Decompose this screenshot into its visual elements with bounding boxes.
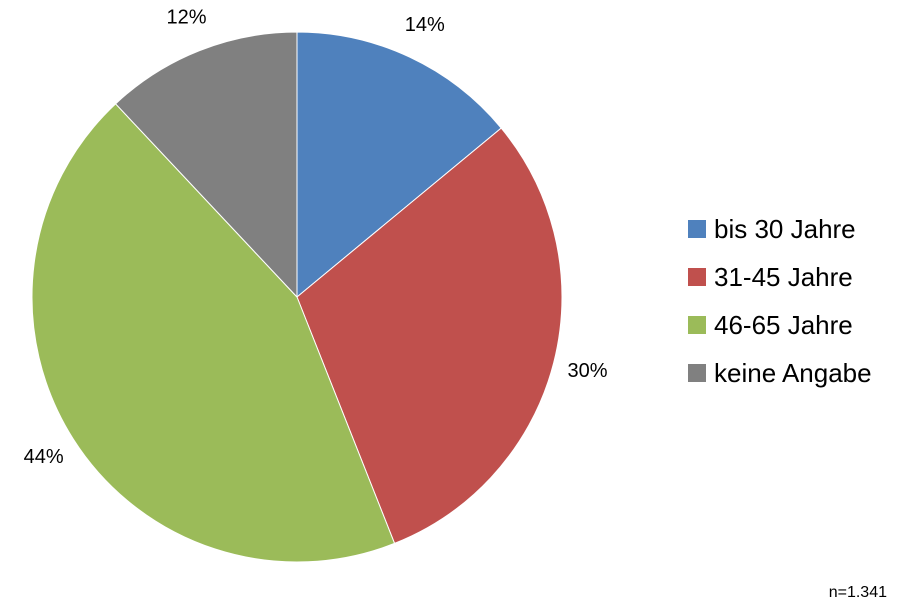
legend: bis 30 Jahre 31-45 Jahre 46-65 Jahre kei… (688, 205, 872, 397)
legend-item-bis-30: bis 30 Jahre (688, 205, 872, 253)
legend-item-31-45: 31-45 Jahre (688, 253, 872, 301)
sample-size-note: n=1.341 (828, 584, 887, 601)
legend-label: 31-45 Jahre (714, 262, 853, 292)
legend-item-keine-angabe: keine Angabe (688, 349, 872, 397)
data-label-2: 44% (24, 446, 64, 468)
legend-swatch (688, 268, 706, 286)
pie-slice-1 (296, 127, 563, 545)
data-label-1: 30% (568, 360, 608, 382)
legend-label: keine Angabe (714, 358, 872, 388)
legend-item-46-65: 46-65 Jahre (688, 301, 872, 349)
data-label-3: 12% (167, 6, 207, 28)
legend-swatch (688, 220, 706, 238)
pie-slice-2 (31, 103, 396, 563)
pie-slice-3 (114, 31, 298, 299)
data-label-0: 14% (405, 14, 445, 36)
pie-slice-0 (296, 31, 502, 299)
legend-swatch (688, 364, 706, 382)
legend-label: bis 30 Jahre (714, 214, 856, 244)
legend-swatch (688, 316, 706, 334)
legend-label: 46-65 Jahre (714, 310, 853, 340)
